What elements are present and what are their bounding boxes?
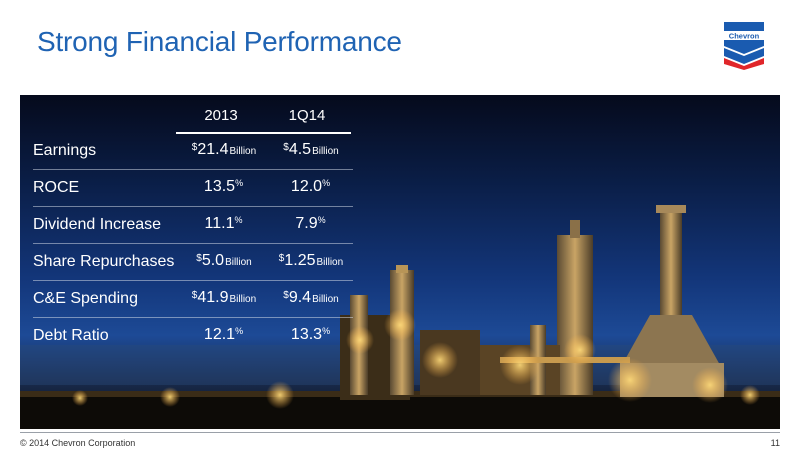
table-body: Earnings $21.4Billion $4.5Billion ROCE 13.5%…: [33, 133, 353, 354]
value-unit: Billion: [316, 257, 344, 268]
value-cell-2013: $41.9Billion: [178, 289, 270, 307]
header-divider: [176, 132, 351, 134]
percent-sign: %: [235, 326, 244, 336]
page-number: 11: [770, 438, 780, 448]
percent-sign: %: [234, 215, 243, 225]
value-unit: Billion: [312, 146, 339, 157]
value-cell-2013: 13.5%: [178, 178, 270, 196]
value-number: 1.25: [284, 252, 316, 269]
row-label: Earnings: [33, 142, 97, 159]
value-number: 13.3: [290, 326, 323, 343]
value-cell-1q14: 12.0%: [265, 178, 357, 196]
slide-title: Strong Financial Performance: [37, 26, 402, 57]
value-cell-1q14: $1.25Billion: [265, 252, 357, 270]
value-unit: Billion: [229, 146, 257, 157]
copyright: © 2014 Chevron Corporation: [20, 438, 136, 448]
row-label: Dividend Increase: [33, 216, 162, 233]
financial-table: 2013 1Q14 Earnings $21.4Billion $4.5Billio…: [33, 107, 353, 354]
table-row: C&E Spending $41.9Billion $9.4Billion: [33, 281, 353, 318]
currency-prefix: $: [191, 142, 198, 153]
row-label: Debt Ratio: [33, 327, 109, 344]
currency-prefix: $: [196, 253, 202, 264]
row-label: C&E Spending: [33, 290, 138, 307]
table-row: Dividend Increase 11.1% 7.9%: [33, 207, 353, 244]
row-label: Share Repurchases: [33, 253, 175, 270]
percent-sign: %: [235, 178, 244, 188]
value-cell-2013: 12.1%: [178, 326, 270, 344]
value-cell-1q14: 13.3%: [265, 326, 357, 344]
value-cell-1q14: $4.5Billion: [265, 141, 357, 159]
value-unit: Billion: [225, 257, 252, 268]
table-header: 2013 1Q14: [33, 107, 353, 134]
table-row: Debt Ratio 12.1% 13.3%: [33, 318, 353, 354]
currency-prefix: $: [283, 142, 289, 153]
currency-prefix: $: [283, 290, 289, 301]
value-number: 11.1: [204, 215, 235, 232]
percent-sign: %: [322, 178, 331, 188]
table-row: Earnings $21.4Billion $4.5Billion: [33, 133, 353, 170]
value-unit: Billion: [312, 294, 339, 305]
value-cell-2013: $21.4Billion: [178, 141, 270, 159]
table-row: ROCE 13.5% 12.0%: [33, 170, 353, 207]
value-number: 13.5: [203, 178, 236, 195]
value-number: 9.4: [288, 289, 312, 306]
chevron-logo-icon: Chevron: [724, 22, 764, 70]
value-cell-1q14: 7.9%: [265, 215, 357, 233]
value-cell-2013: 11.1%: [178, 215, 270, 233]
slide-footer: © 2014 Chevron Corporation 11: [20, 432, 780, 451]
row-label: ROCE: [33, 179, 80, 196]
value-number: 12.0: [290, 178, 323, 195]
refinery-photo: [20, 95, 780, 429]
value-number: 41.9: [197, 289, 229, 306]
value-number: 4.5: [288, 141, 312, 158]
currency-prefix: $: [191, 290, 198, 301]
value-number: 7.9: [295, 215, 318, 232]
value-number: 12.1: [203, 326, 236, 343]
table-row: Share Repurchases $5.0Billion $1.25Billion: [33, 244, 353, 281]
header-2013: 2013: [204, 107, 238, 124]
value-unit: Billion: [229, 294, 257, 305]
percent-sign: %: [317, 215, 326, 225]
value-cell-2013: $5.0Billion: [178, 252, 270, 270]
value-cell-1q14: $9.4Billion: [265, 289, 357, 307]
percent-sign: %: [322, 326, 331, 336]
logo-text: Chevron: [729, 32, 760, 41]
value-number: 5.0: [201, 252, 225, 269]
currency-prefix: $: [278, 253, 285, 264]
value-number: 21.4: [197, 141, 229, 158]
header-1q14: 1Q14: [288, 107, 326, 124]
